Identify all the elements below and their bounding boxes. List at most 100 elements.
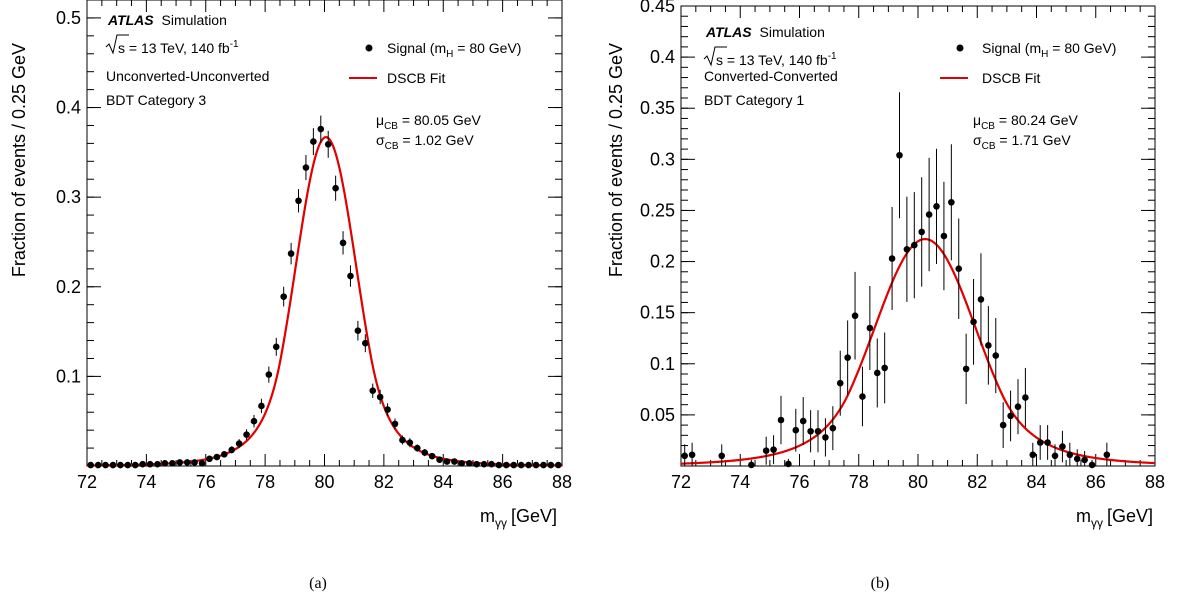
data-point — [117, 461, 124, 469]
data-point — [962, 365, 970, 373]
y-tick-label: 0.25 — [640, 200, 675, 220]
y-tick-label: 0.4 — [56, 98, 81, 118]
data-point — [139, 460, 146, 468]
data-point — [785, 460, 792, 468]
data-point — [428, 452, 436, 460]
data-point — [287, 250, 295, 257]
data-point — [391, 420, 399, 428]
data-point — [131, 461, 139, 469]
data-point — [235, 440, 243, 447]
data-point — [1059, 443, 1066, 450]
data-point — [1081, 456, 1088, 464]
x-tick-label: 86 — [1086, 472, 1106, 492]
data-point — [473, 460, 480, 468]
data-point — [851, 312, 859, 320]
data-point — [925, 211, 933, 218]
data-point — [1007, 412, 1014, 420]
panel-b-fit — [680, 237, 1156, 465]
data-point — [517, 461, 525, 469]
data-point — [1073, 455, 1081, 463]
data-point — [1066, 451, 1074, 459]
caption-a: (a) — [309, 575, 327, 592]
data-point — [243, 431, 250, 438]
data-point — [822, 434, 829, 441]
data-point — [970, 318, 977, 326]
data-point — [829, 424, 837, 432]
panel-b-ticks: 72 74 76 78 80 82 84 86 88 0.05 0.1 0.15 0.2 0.25 0.3 0… — [640, 0, 1165, 492]
x-tick-label: 82 — [374, 472, 394, 492]
data-point — [183, 459, 191, 466]
data-point — [540, 461, 547, 469]
data-point — [324, 140, 332, 148]
energy-label: s = 13 TeV, 140 fb-1 — [105, 34, 239, 56]
data-point — [87, 461, 95, 469]
data-point — [295, 197, 302, 205]
fit-mu: μCB = 80.24 GeV — [973, 112, 1079, 132]
atlas-label: ATLAS — [107, 12, 154, 28]
data-point — [999, 421, 1007, 429]
y-tick-label: 0.35 — [640, 98, 675, 118]
data-point — [903, 245, 911, 253]
data-point — [1051, 452, 1059, 460]
data-point — [948, 198, 955, 206]
data-point — [992, 352, 1000, 359]
data-point — [317, 125, 325, 133]
data-point — [413, 444, 421, 452]
data-point — [250, 417, 258, 425]
data-point — [332, 184, 339, 192]
data-point — [272, 343, 280, 351]
x-tick-label: 72 — [671, 472, 691, 492]
x-tick-label: 88 — [552, 472, 572, 492]
svg-text:ATLAS Simulation: ATLAS Simulation — [705, 24, 825, 40]
data-point — [933, 203, 940, 210]
atlas-label: ATLAS — [705, 24, 752, 40]
y-tick-label: 0.4 — [650, 47, 675, 67]
x-tick-label: 82 — [967, 472, 987, 492]
data-point — [198, 460, 206, 467]
data-point — [918, 228, 926, 236]
legend: Signal (mH = 80 GeV) DSCB Fit — [349, 40, 521, 86]
data-point — [985, 342, 992, 349]
energy-label: s = 13 TeV, 140 fb-1 — [703, 46, 837, 68]
info-line-2: BDT Category 1 — [704, 92, 804, 108]
data-point — [1088, 461, 1096, 469]
y-axis-label: Fraction of events / 0.25 GeV — [9, 43, 29, 277]
y-tick-label: 0.2 — [650, 252, 675, 272]
data-point — [910, 241, 918, 249]
data-point — [525, 461, 532, 469]
panel-a-points — [87, 115, 562, 469]
data-point — [688, 451, 696, 459]
atlas-suffix: Simulation — [760, 24, 825, 40]
svg-text:ATLAS Simulation: ATLAS Simulation — [107, 12, 227, 28]
data-point — [844, 354, 851, 361]
x-tick-label: 80 — [908, 472, 928, 492]
data-point — [799, 417, 807, 425]
data-point — [302, 164, 310, 171]
data-point — [213, 453, 221, 461]
y-tick-label: 0.3 — [56, 187, 81, 207]
data-point — [258, 402, 265, 410]
x-axis-label: mγγ [GeV] — [1076, 506, 1153, 530]
x-tick-label: 78 — [849, 472, 869, 492]
data-point — [376, 393, 384, 401]
caption-b: (b) — [871, 575, 890, 592]
data-point — [532, 461, 540, 469]
y-axis-label: Fraction of events / 0.25 GeV — [606, 43, 626, 277]
legend-points-label: Signal (mH = 80 GeV) — [387, 40, 521, 60]
legend: Signal (mH = 80 GeV) DSCB Fit — [940, 40, 1116, 86]
panel-a-ticks: 72 74 76 78 80 82 84 86 88 0.1 0.2 0.3 0.4 0.5 — [56, 0, 572, 492]
data-point — [176, 459, 184, 466]
data-point — [488, 460, 495, 468]
data-point — [814, 427, 822, 435]
data-point — [1036, 439, 1044, 446]
panel-b-points — [681, 92, 1111, 469]
data-point — [495, 461, 503, 469]
data-point — [109, 461, 117, 469]
data-point — [221, 451, 228, 458]
data-point — [480, 460, 488, 468]
legend-line-label: DSCB Fit — [387, 70, 445, 86]
data-point — [503, 461, 510, 469]
legend-line-label: DSCB Fit — [982, 70, 1040, 86]
data-point — [777, 416, 785, 424]
data-point — [146, 460, 154, 468]
